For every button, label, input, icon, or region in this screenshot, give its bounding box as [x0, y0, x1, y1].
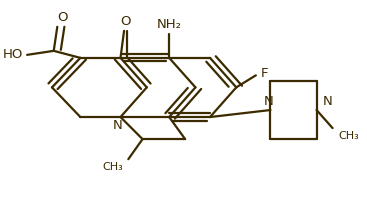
- Text: N: N: [323, 95, 333, 108]
- Text: NH₂: NH₂: [157, 18, 182, 31]
- Text: HO: HO: [3, 48, 23, 61]
- Text: CH₃: CH₃: [338, 131, 359, 141]
- Text: N: N: [264, 95, 273, 108]
- Text: N: N: [113, 119, 123, 132]
- Text: O: O: [57, 11, 68, 24]
- Text: F: F: [261, 67, 268, 80]
- Text: O: O: [121, 15, 131, 28]
- Text: CH₃: CH₃: [102, 162, 123, 172]
